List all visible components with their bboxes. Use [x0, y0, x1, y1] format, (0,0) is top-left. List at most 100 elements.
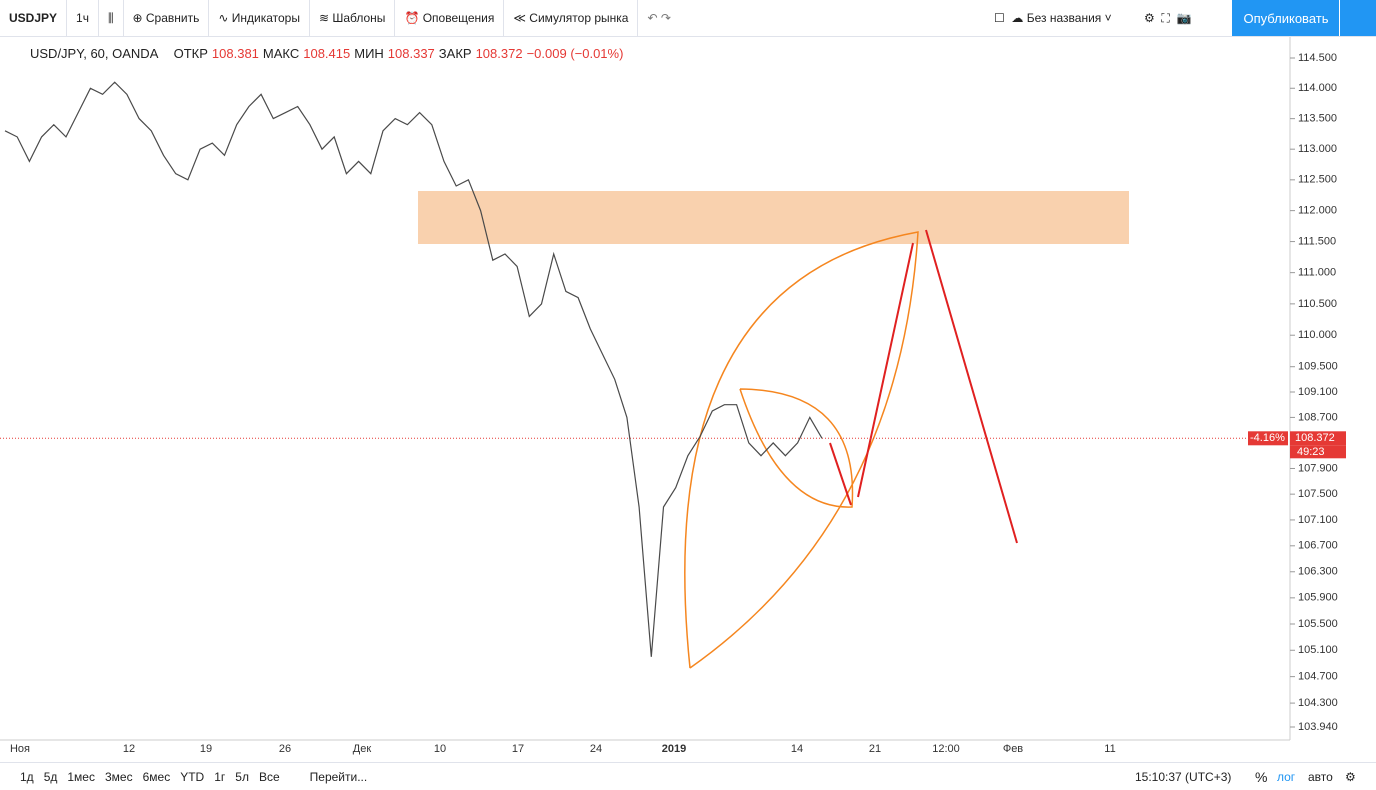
range[interactable]: 5д [43, 769, 58, 784]
indicators-label: Индикаторы [231, 11, 300, 25]
arc-small [739, 388, 854, 508]
bottom-bar: 1д 5д 1мес 3мес 6мес YTD 1г 5л Все Перейти... 15… [0, 762, 1376, 790]
y-tick-label: 105.500 [1298, 618, 1338, 630]
low: 108.337 [387, 46, 435, 61]
x-tick-label: 24 [590, 743, 602, 755]
x-tick-label: Дек [353, 743, 372, 755]
y-tick-label: 110.000 [1298, 329, 1337, 341]
y-tick-label: 104.700 [1298, 671, 1338, 683]
layout-label: Без названия [1026, 11, 1102, 25]
log[interactable]: лог [1277, 769, 1296, 784]
x-tick-label: 2019 [662, 743, 686, 755]
settings[interactable]: ⚙ ⛶ 📷 [1144, 10, 1192, 25]
y-tick-label: 105.900 [1298, 592, 1338, 604]
alerts[interactable]: ⏰ Оповещения [404, 11, 495, 25]
range[interactable]: Все [258, 769, 280, 784]
y-tick-label: 109.100 [1298, 386, 1338, 398]
indicators[interactable]: ∿ Индикаторы [218, 11, 300, 25]
y-tick-label: 112.000 [1298, 205, 1337, 217]
interval[interactable]: 1ч [76, 11, 89, 25]
y-tick-label: 113.500 [1298, 113, 1337, 125]
x-tick-label: 19 [200, 743, 212, 755]
low-label: МИН [354, 46, 384, 61]
compare[interactable]: ⊕ Сравнить [132, 11, 200, 25]
open: 108.381 [211, 46, 259, 61]
alerts-label: Оповещения [422, 11, 495, 25]
legend: USD/JPY, 60, OANDA ОТКР 108.381 МАКС 108.4… [30, 46, 623, 61]
y-tick-label: 105.100 [1298, 644, 1338, 656]
y-tick-label: 108.700 [1298, 411, 1338, 423]
templates[interactable]: ≋ Шаблоны [318, 11, 386, 25]
arrow [925, 229, 1018, 544]
y-tick-label: 111.500 [1298, 235, 1336, 247]
range[interactable]: 1мес [67, 769, 95, 784]
y-tick-label: 106.700 [1298, 540, 1338, 552]
axis-settings[interactable]: ⚙ [1345, 769, 1356, 784]
y-tick-label: 109.500 [1298, 361, 1338, 373]
x-tick-label: 12:00 [932, 743, 960, 755]
fib-arcs [684, 231, 919, 669]
price-marker: -4.16% [1250, 432, 1285, 444]
y-tick-label: 106.300 [1298, 566, 1338, 578]
y-tick-label: 107.500 [1298, 488, 1338, 500]
y-tick-label: 103.940 [1298, 721, 1338, 733]
y-tick-label: 112.500 [1298, 174, 1337, 186]
y-tick-label: 107.100 [1298, 514, 1338, 526]
x-tick-label: 10 [434, 743, 446, 755]
templates-label: Шаблоны [332, 11, 386, 25]
price-line [4, 81, 823, 657]
compare-label: Сравнить [145, 11, 200, 25]
y-tick-label: 113.000 [1298, 143, 1337, 155]
y-tick-label: 111.000 [1298, 267, 1336, 279]
x-tick-label: 11 [1104, 743, 1115, 755]
replay[interactable]: ≪ Симулятор рынка [513, 11, 629, 25]
toolbar: USDJPY 1ч ⫼ ⊕ Сравнить ∿ Индикаторы ≋ Ша… [0, 0, 1376, 37]
arrows [829, 229, 1018, 544]
close-label: ЗАКР [438, 46, 472, 61]
auto[interactable]: авто [1308, 769, 1333, 784]
y-tick-label: 104.300 [1298, 697, 1338, 709]
range[interactable]: 6мес [142, 769, 171, 784]
price-marker: 108.372 [1295, 432, 1335, 444]
y-tick-label: 114.000 [1298, 82, 1337, 94]
x-tick-label: 17 [512, 743, 524, 755]
goto[interactable]: Перейти... [309, 769, 368, 784]
range[interactable]: 1г [214, 769, 226, 784]
chart-style[interactable]: ⫼ [107, 10, 114, 25]
y-tick-label: 107.900 [1298, 462, 1338, 474]
marker-bg [1248, 431, 1288, 446]
legend-symbol: USD/JPY, 60, OANDA [30, 46, 159, 61]
layout-name[interactable]: ☐ ☁ Без названия ˅ [994, 11, 1112, 25]
play-button[interactable] [1339, 0, 1376, 36]
symbol[interactable]: USDJPY [9, 11, 58, 25]
x-tick-label: Ноя [10, 743, 30, 755]
zone [418, 191, 1129, 244]
clock: 15:10:37 (UTC+3) [1135, 769, 1232, 784]
range[interactable]: 5л [235, 769, 249, 784]
x-tick-label: Фев [1003, 743, 1023, 755]
high: 108.415 [303, 46, 351, 61]
close: 108.372 [475, 46, 523, 61]
marker-bg [1290, 431, 1346, 446]
y-tick-label: 114.500 [1298, 52, 1337, 64]
arrow [829, 442, 852, 506]
publish-button[interactable]: Опубликовать [1232, 0, 1340, 36]
x-tick-label: 12 [123, 743, 135, 755]
range[interactable]: 3мес [104, 769, 133, 784]
percent[interactable]: % [1255, 768, 1268, 785]
marker-bg [1290, 445, 1346, 459]
arc-big [684, 231, 919, 669]
x-tick-label: 21 [869, 743, 881, 755]
chart: 114.500 114.000 113.500 113.000 112.500 112.0… [0, 37, 1346, 755]
range[interactable]: YTD [180, 769, 205, 784]
change: −0.009 (−0.01%) [526, 46, 624, 61]
open-label: ОТКР [173, 46, 208, 61]
undo[interactable]: ↶ ↷ [647, 11, 671, 25]
countdown: 49:23 [1297, 446, 1325, 458]
replay-label: Симулятор рынка [529, 11, 629, 25]
high-label: МАКС [262, 46, 300, 61]
range[interactable]: 1д [20, 769, 34, 784]
x-tick-label: 26 [279, 743, 291, 755]
x-tick-label: 14 [791, 743, 803, 755]
